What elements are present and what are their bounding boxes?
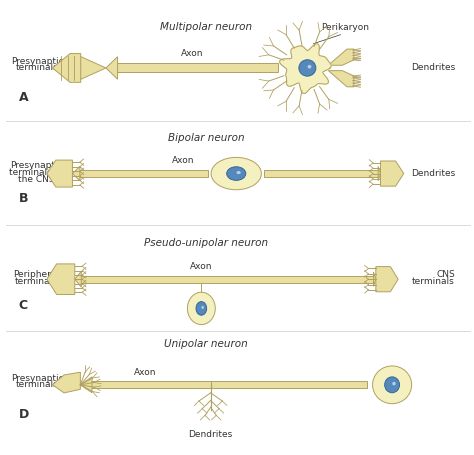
Polygon shape [328, 49, 354, 65]
Text: Axon: Axon [190, 262, 212, 271]
Polygon shape [73, 167, 80, 181]
Ellipse shape [299, 60, 316, 76]
Text: Dendrites: Dendrites [410, 63, 455, 72]
Polygon shape [376, 267, 398, 292]
Text: Bipolar neuron: Bipolar neuron [168, 132, 244, 142]
Polygon shape [79, 170, 208, 177]
Text: terminals: terminals [16, 63, 59, 72]
Text: terminals in: terminals in [9, 168, 63, 177]
Text: D: D [18, 408, 29, 420]
Polygon shape [90, 381, 210, 389]
Polygon shape [264, 170, 378, 177]
Text: terminals: terminals [16, 380, 59, 389]
Text: A: A [18, 91, 28, 104]
Polygon shape [210, 381, 366, 389]
Text: Multipolar neuron: Multipolar neuron [160, 22, 252, 32]
Text: Unipolar neuron: Unipolar neuron [164, 339, 248, 349]
Text: terminals: terminals [412, 278, 455, 286]
Text: the CNS: the CNS [18, 175, 55, 184]
Polygon shape [81, 377, 92, 393]
Text: C: C [18, 299, 27, 312]
Text: Presynaptic: Presynaptic [11, 374, 64, 383]
Polygon shape [53, 372, 81, 393]
Polygon shape [78, 56, 106, 81]
Polygon shape [75, 271, 81, 287]
Ellipse shape [385, 377, 400, 393]
Polygon shape [81, 276, 374, 283]
Text: Dendrites: Dendrites [189, 430, 233, 439]
Ellipse shape [227, 167, 246, 180]
Polygon shape [381, 161, 404, 186]
Text: CNS: CNS [436, 270, 455, 279]
Ellipse shape [187, 292, 215, 324]
Text: Dendrites: Dendrites [410, 169, 455, 178]
Polygon shape [47, 160, 73, 187]
Text: Presynaptic: Presynaptic [10, 161, 63, 170]
Text: Axon: Axon [134, 368, 157, 377]
Polygon shape [378, 167, 381, 181]
Ellipse shape [392, 382, 396, 385]
Polygon shape [374, 272, 376, 286]
Polygon shape [328, 71, 354, 87]
Ellipse shape [373, 366, 411, 404]
Polygon shape [106, 57, 118, 79]
Text: terminals: terminals [15, 278, 57, 286]
Text: Axon: Axon [181, 49, 203, 58]
Ellipse shape [211, 157, 261, 190]
Ellipse shape [308, 65, 311, 69]
Text: Pseudo-unipolar neuron: Pseudo-unipolar neuron [144, 238, 268, 248]
Ellipse shape [237, 171, 241, 174]
Text: Presynaptic: Presynaptic [11, 57, 64, 66]
Text: Peripheral: Peripheral [13, 270, 59, 279]
Polygon shape [115, 63, 278, 72]
Polygon shape [280, 44, 331, 94]
Polygon shape [53, 54, 81, 82]
Ellipse shape [201, 306, 204, 309]
Ellipse shape [196, 302, 207, 315]
Polygon shape [47, 264, 75, 294]
Text: B: B [18, 192, 28, 205]
Text: Axon: Axon [172, 157, 194, 166]
Text: Perikaryon: Perikaryon [321, 23, 370, 32]
